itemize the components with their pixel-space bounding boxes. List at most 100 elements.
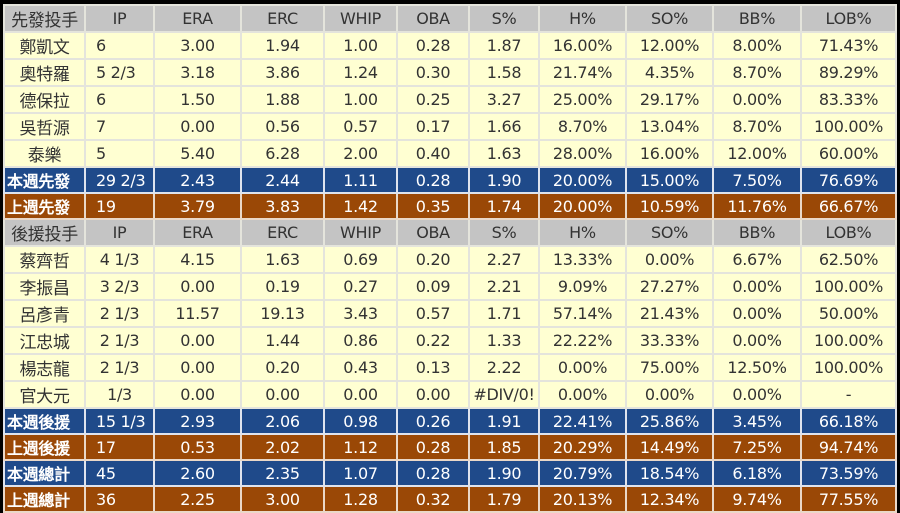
stat-cell-erc: 6.28 (240, 139, 325, 168)
starters-header-row: 先發投手 IP ERA ERC WHIP OBA S% H% SO% BB% LOB% (3, 4, 897, 33)
stat-cell-bb-pct: 0.00% (712, 326, 802, 355)
section-header: 後援投手 (3, 218, 86, 247)
summary-stat-cell: 0.32 (396, 485, 470, 513)
stat-cell-whip: 3.43 (323, 299, 398, 328)
summary-stat-cell: 2.02 (240, 433, 325, 461)
column-header: SO% (625, 218, 714, 247)
summary-stat-cell: 66.18% (800, 407, 897, 435)
stat-cell-bb-pct: 0.00% (712, 299, 802, 328)
stat-cell-s-pct: #DIV/0! (468, 380, 540, 409)
summary-stat-cell: 10.59% (625, 192, 714, 220)
stat-cell-bb-pct: 0.00% (712, 272, 802, 301)
column-header: OBA (396, 4, 470, 33)
stat-cell-oba: 0.13 (396, 353, 470, 382)
stat-cell-lob-pct: 83.33% (800, 85, 897, 114)
stat-cell-bb-pct: 0.00% (712, 85, 802, 114)
stat-cell-so-pct: 12.00% (625, 31, 714, 60)
stat-cell-bb-pct: 0.00% (712, 380, 802, 409)
summary-stat-cell: 0.98 (323, 407, 398, 435)
stat-cell-h-pct: 8.70% (538, 112, 627, 141)
summary-stat-cell: 22.41% (538, 407, 627, 435)
summary-stat-cell: 2.93 (153, 407, 242, 435)
summary-stat-cell: 17 (84, 433, 155, 461)
stat-cell-ip: 7 (84, 112, 155, 141)
stat-cell-ip: 3 2/3 (84, 272, 155, 301)
stat-cell-era: 0.00 (153, 112, 242, 141)
stat-cell-ip: 2 1/3 (84, 326, 155, 355)
stat-cell-ip: 5 2/3 (84, 58, 155, 87)
stat-cell-h-pct: 0.00% (538, 380, 627, 409)
summary-stat-cell: 0.35 (396, 192, 470, 220)
stat-cell-so-pct: 27.27% (625, 272, 714, 301)
stat-cell-bb-pct: 12.50% (712, 353, 802, 382)
pitcher-row: 鄭凱文 6 3.00 1.94 1.00 0.28 1.87 16.00% 12.00% 8.00… (3, 31, 897, 60)
summary-stat-cell: 19 (84, 192, 155, 220)
summary-stat-cell: 0.53 (153, 433, 242, 461)
stat-cell-erc: 0.00 (240, 380, 325, 409)
pitcher-name: 鄭凱文 (3, 31, 86, 60)
column-header: WHIP (323, 4, 398, 33)
summary-stat-cell: 1.85 (468, 433, 540, 461)
section-header: 先發投手 (3, 4, 86, 33)
stat-cell-era: 0.00 (153, 326, 242, 355)
column-header: BB% (712, 218, 802, 247)
stat-cell-so-pct: 33.33% (625, 326, 714, 355)
stat-cell-h-pct: 9.09% (538, 272, 627, 301)
pitcher-row: 江忠城 2 1/3 0.00 1.44 0.86 0.22 1.33 22.22% 33.33%… (3, 326, 897, 355)
pitching-stats-table-container: 先發投手 IP ERA ERC WHIP OBA S% H% SO% BB% LOB% 鄭凱文 6 3.0… (3, 4, 897, 513)
stat-cell-so-pct: 13.04% (625, 112, 714, 141)
column-header: H% (538, 4, 627, 33)
pitcher-row: 奧特羅 5 2/3 3.18 3.86 1.24 0.30 1.58 21.74% 4.35% 8… (3, 58, 897, 87)
stat-cell-lob-pct: 71.43% (800, 31, 897, 60)
stat-cell-era: 4.15 (153, 245, 242, 274)
stat-cell-whip: 1.24 (323, 58, 398, 87)
summary-stat-cell: 94.74% (800, 433, 897, 461)
column-header: LOB% (800, 218, 897, 247)
pitcher-name: 吳哲源 (3, 112, 86, 141)
pitcher-name: 德保拉 (3, 85, 86, 114)
summary-stat-cell: 2.06 (240, 407, 325, 435)
summary-stat-cell: 2.60 (153, 459, 242, 487)
column-header: H% (538, 218, 627, 247)
stat-cell-erc: 0.56 (240, 112, 325, 141)
stat-cell-h-pct: 16.00% (538, 31, 627, 60)
stat-cell-h-pct: 0.00% (538, 353, 627, 382)
stat-cell-so-pct: 4.35% (625, 58, 714, 87)
stat-cell-era: 3.18 (153, 58, 242, 87)
stat-cell-era: 0.00 (153, 353, 242, 382)
stat-cell-s-pct: 1.58 (468, 58, 540, 87)
stat-cell-ip: 1/3 (84, 380, 155, 409)
summary-stat-cell: 7.50% (712, 166, 802, 194)
summary-stat-cell: 0.28 (396, 459, 470, 487)
column-header: WHIP (323, 218, 398, 247)
summary-row: 本週先發 29 2/3 2.43 2.44 1.11 0.28 1.90 20.00% 15.0… (3, 166, 897, 194)
summary-stat-cell: 1.90 (468, 459, 540, 487)
stat-cell-erc: 3.86 (240, 58, 325, 87)
column-header: LOB% (800, 4, 897, 33)
summary-stat-cell: 1.28 (323, 485, 398, 513)
summary-stat-cell: 1.74 (468, 192, 540, 220)
summary-stat-cell: 66.67% (800, 192, 897, 220)
pitcher-name: 官大元 (3, 380, 86, 409)
summary-stat-cell: 3.00 (240, 485, 325, 513)
summary-stat-cell: 1.42 (323, 192, 398, 220)
stat-cell-lob-pct: 60.00% (800, 139, 897, 168)
summary-stat-cell: 25.86% (625, 407, 714, 435)
stat-cell-ip: 5 (84, 139, 155, 168)
pitching-stats-table: 先發投手 IP ERA ERC WHIP OBA S% H% SO% BB% LOB% 鄭凱文 6 3.0… (3, 4, 897, 513)
stat-cell-h-pct: 25.00% (538, 85, 627, 114)
summary-stat-cell: 1.07 (323, 459, 398, 487)
stat-cell-s-pct: 1.33 (468, 326, 540, 355)
pitcher-name: 李振昌 (3, 272, 86, 301)
pitcher-row: 李振昌 3 2/3 0.00 0.19 0.27 0.09 2.21 9.09% 27.27% 0… (3, 272, 897, 301)
summary-stat-cell: 9.74% (712, 485, 802, 513)
stat-cell-whip: 1.00 (323, 85, 398, 114)
pitcher-row: 泰樂 5 5.40 6.28 2.00 0.40 1.63 28.00% 16.00% 12.00… (3, 139, 897, 168)
pitcher-name: 呂彥青 (3, 299, 86, 328)
summary-stat-cell: 1.11 (323, 166, 398, 194)
summary-row: 本週總計 45 2.60 2.35 1.07 0.28 1.90 20.79% 18.54% 6.… (3, 459, 897, 487)
pitcher-row: 官大元 1/3 0.00 0.00 0.00 0.00 #DIV/0! 0.00% 0.00% 0… (3, 380, 897, 409)
stat-cell-whip: 0.86 (323, 326, 398, 355)
stat-cell-lob-pct: 62.50% (800, 245, 897, 274)
relievers-header-row: 後援投手 IP ERA ERC WHIP OBA S% H% SO% BB% LOB% (3, 218, 897, 247)
